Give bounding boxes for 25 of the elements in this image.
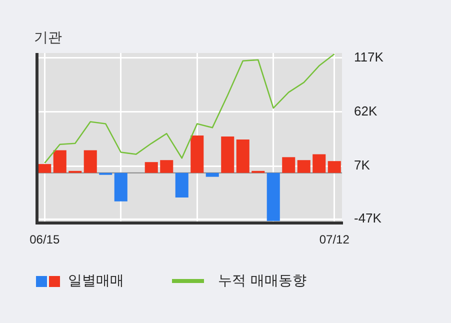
bar [297, 160, 310, 173]
y-tick-label: -47K [354, 210, 382, 226]
bar [266, 172, 280, 222]
bar [221, 136, 234, 173]
bar [84, 150, 97, 173]
y-tick-label: 62K [354, 104, 378, 119]
bar [236, 139, 250, 173]
bar [328, 161, 341, 173]
x-tick-label: 06/15 [30, 232, 60, 247]
bar [144, 162, 158, 173]
legend-label: 누적 매매동향 [218, 272, 306, 290]
bar [160, 160, 174, 173]
bar [38, 164, 52, 173]
y-tick-label: 7K [354, 158, 370, 173]
legend-label: 일별매매 [68, 272, 124, 290]
bar [175, 172, 188, 198]
bar [206, 172, 219, 177]
y-tick-label: 117K [354, 49, 384, 64]
bar [190, 136, 204, 173]
chart-title: 기관 [34, 30, 62, 46]
bar [312, 154, 326, 173]
bar [53, 150, 66, 173]
bar [282, 157, 296, 173]
x-tick-label: 07/12 [319, 232, 350, 247]
bar [114, 172, 128, 202]
